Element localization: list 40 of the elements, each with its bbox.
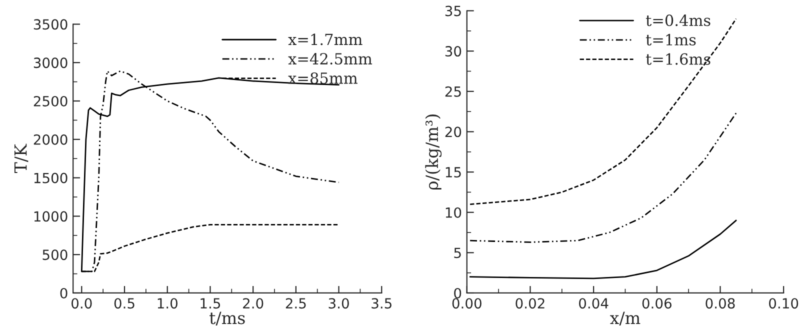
y-tick-label: 2500 (34, 96, 68, 106)
x-tick-label: 0.10 (769, 298, 798, 309)
legend-label: x=42.5mm (288, 53, 372, 65)
y-tick-label: 1000 (34, 211, 68, 222)
y-tick-label: 2000 (34, 134, 68, 145)
x-tick-label: 0.00 (452, 298, 482, 309)
y-tick-label: 20 (445, 126, 462, 138)
legend-label: x=85mm (288, 72, 358, 84)
y-tick-label: 0 (454, 288, 462, 298)
x-tick-label: 2.0 (243, 298, 264, 309)
y-tick-label: 3500 (34, 19, 68, 30)
y-axis-title: ρ/(kg/m³) (425, 114, 442, 190)
y-axis-title: T/K (14, 144, 28, 174)
y-tick-label: 1500 (34, 172, 68, 184)
y-tick-label: 15 (446, 167, 461, 178)
legend-label: t=1ms (646, 34, 696, 46)
legend-label: x=1.7mm (288, 34, 362, 46)
y-tick-label: 5 (454, 248, 461, 258)
y-tick-label: 35 (445, 6, 461, 16)
x-axis-title: t/ms (210, 312, 245, 326)
x-tick-label: 3.0 (328, 298, 349, 309)
legend-label: t=0.4ms (646, 14, 710, 26)
x-tick-label: 2.5 (286, 298, 306, 309)
x-tick-label: 0.5 (114, 298, 134, 309)
y-tick-label: 3000 (34, 58, 68, 68)
legend-label: t=1.6ms (646, 53, 710, 65)
y-tick-label: 10 (446, 207, 462, 218)
y-tick-label: 25 (445, 86, 461, 97)
x-axis-title: x/m (610, 312, 640, 326)
x-tick-label: 0.0 (72, 298, 92, 309)
x-tick-label: 0.02 (516, 298, 544, 309)
x-tick-label: 1.5 (200, 298, 220, 309)
x-tick-label: 3.5 (372, 298, 392, 309)
y-tick-label: 0 (60, 288, 68, 298)
y-tick-label: 30 (445, 46, 462, 57)
x-tick-label: 0.04 (579, 298, 608, 309)
x-tick-label: 0.08 (706, 298, 735, 309)
y-tick-label: 500 (42, 250, 68, 260)
x-tick-label: 1.0 (158, 298, 178, 309)
x-tick-label: 0.06 (642, 298, 672, 309)
